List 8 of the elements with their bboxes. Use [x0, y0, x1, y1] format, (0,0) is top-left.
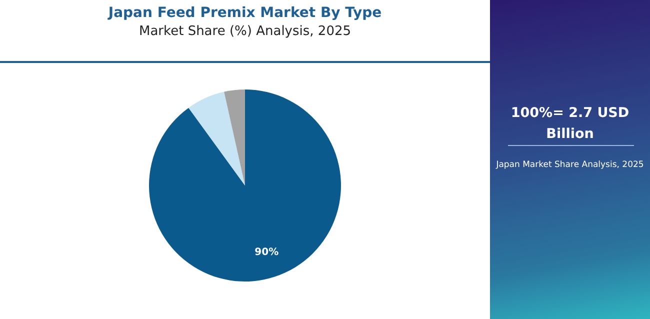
- chart-subtitle: Market Share (%) Analysis, 2025: [138, 24, 352, 39]
- pie-slice: [149, 90, 341, 282]
- text: 100%= 2.7 USD Billion: [510, 104, 630, 144]
- text: Japan Market Share Analysis, 2025: [494, 160, 645, 170]
- pie-slice: [224, 90, 245, 186]
- data-label: 90%: [254, 247, 279, 258]
- pie-slice: [188, 92, 245, 186]
- chart-title: Japan Feed Premix Market By Type: [107, 5, 382, 21]
